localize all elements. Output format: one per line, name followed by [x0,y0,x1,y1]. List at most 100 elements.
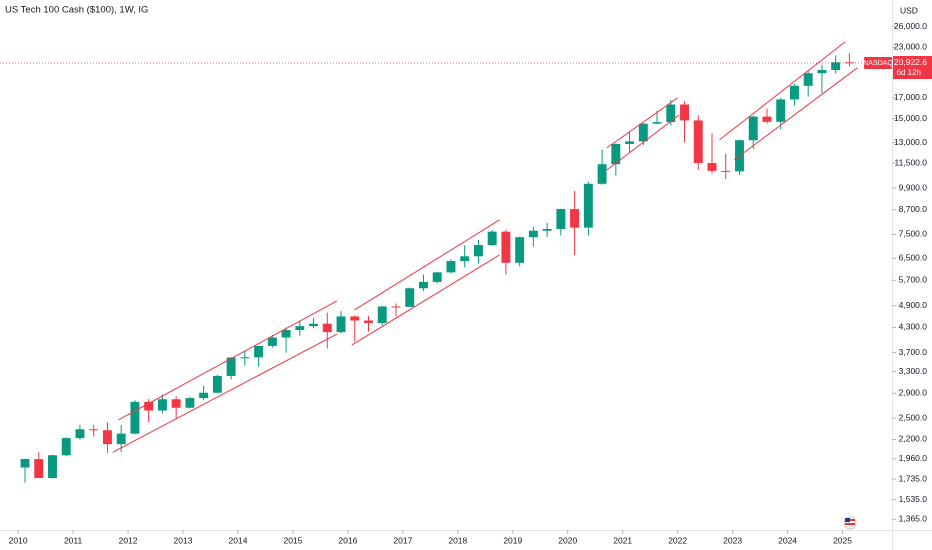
candle-body [625,141,635,144]
y-tick-label: 4,300.0 [899,322,928,332]
trend-line [606,114,680,171]
trend-line [733,67,858,161]
candle-body [748,116,758,141]
x-tick-label: 2014 [229,535,248,545]
candle-body [75,429,85,439]
candle-body [419,281,428,289]
x-tick-label: 2020 [558,535,577,545]
candle-body [267,337,277,346]
candle-body [61,438,71,456]
candle-body [364,320,373,323]
candle-body [34,459,44,479]
trend-line [112,333,338,453]
y-tick-label: 26,000.0 [894,21,927,31]
flag-icon [843,516,857,530]
price-badge [893,55,932,79]
candle-body [789,85,799,100]
candle-body [377,306,387,323]
candle-body [102,430,112,445]
candle-body [171,399,181,408]
candle-body [20,459,30,468]
candle-body [680,104,689,121]
x-tick-label: 2023 [723,535,742,545]
y-tick-label: 5,700.0 [899,275,928,285]
x-tick-label: 2012 [119,535,138,545]
x-tick-label: 2022 [668,535,687,545]
candle-body [226,357,236,376]
candle-body [322,323,332,333]
x-tick-label: 2011 [64,535,83,545]
y-tick-label: 3,700.0 [899,347,928,357]
candle-body [583,183,593,228]
x-tick-label: 2013 [174,535,193,545]
candle-body [295,326,305,330]
candle-body [707,162,717,171]
x-tick-label: 2019 [503,535,522,545]
trend-line [719,41,846,141]
y-tick-label: 23,000.0 [894,41,927,51]
candle-body [350,316,360,321]
y-tick-label: 15,000.0 [894,113,927,123]
candle-body [666,104,676,123]
y-tick-label: 2,500.0 [899,412,928,422]
candle-body [48,455,57,479]
symbol-badge [864,56,892,69]
candle-body [515,237,525,263]
candle-body [652,122,662,124]
currency-label: USD [900,5,918,15]
candle-body [336,316,346,333]
last-price-label: 20,922.6 [894,57,927,67]
y-tick-label: 1,535.0 [899,494,928,504]
candle-body [501,231,511,263]
y-tick-label: 1,735.0 [899,473,928,483]
y-tick-label: 2,900.0 [899,388,928,398]
candle-body [240,357,250,359]
x-tick-label: 2010 [9,535,28,545]
trend-line [606,97,678,149]
candle-body [721,170,731,172]
candle-body [89,429,99,431]
candle-body [157,399,167,411]
candle-body [693,120,703,163]
y-tick-label: 8,700.0 [899,204,928,214]
candle-body [776,99,786,122]
y-tick-label: 13,000.0 [894,137,927,147]
candle-body [446,261,456,273]
y-tick-label: 11,500.0 [895,157,928,167]
candle-body [405,288,415,307]
y-tick-label: 4,900.0 [899,300,928,310]
x-tick-label: 2018 [448,535,467,545]
candle-body [542,228,552,231]
candle-body [116,433,126,445]
candle-body [570,209,580,228]
candle-body [391,306,401,308]
candle-body [762,116,772,122]
candle-body [130,401,140,434]
candle-body [831,62,841,71]
candle-body [185,398,195,408]
y-tick-label: 2,200.0 [899,434,928,444]
symbol-label: NASDAQ [863,60,893,67]
x-tick-label: 2015 [283,535,302,545]
y-tick-label: 9,900.0 [899,182,928,192]
y-tick-label: 6,500.0 [899,253,928,263]
x-tick-label: 2024 [778,535,797,545]
x-tick-label: 2021 [613,535,632,545]
x-tick-label: 2017 [393,535,412,545]
candle-body [473,245,483,257]
chart-title: US Tech 100 Cash ($100), 1W, IG [5,5,148,16]
countdown-label: 6d 12h [897,68,921,77]
candle-body [817,70,827,74]
candle-body [597,164,607,184]
candle-body [803,73,813,86]
candle-body [199,392,209,399]
y-tick-label: 1,365.0 [899,514,928,524]
y-tick-label: 17,000.0 [894,92,927,102]
candle-body [611,143,621,165]
candle-body [144,401,154,411]
x-tick-label: 2025 [833,535,852,545]
candle-body [281,329,291,338]
candle-body [528,230,538,238]
trend-line [117,300,338,421]
